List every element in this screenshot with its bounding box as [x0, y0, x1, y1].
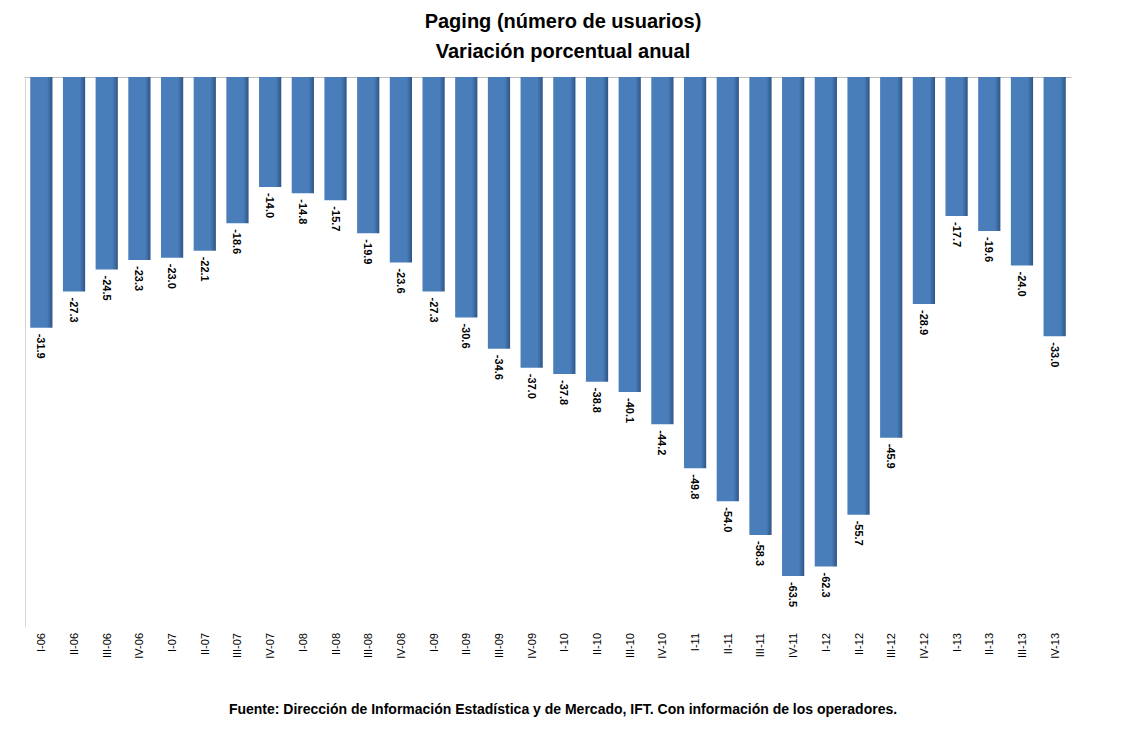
- svg-text:III-09: III-09: [493, 633, 505, 658]
- svg-text:-63.5: -63.5: [787, 582, 799, 607]
- svg-text:II-13: II-13: [983, 633, 995, 655]
- svg-text:Fuente: Dirección de Informaci: Fuente: Dirección de Información Estadís…: [229, 701, 897, 717]
- svg-text:IV-09: IV-09: [526, 633, 538, 659]
- svg-text:-14.0: -14.0: [264, 193, 276, 218]
- svg-text:III-06: III-06: [101, 633, 113, 658]
- svg-text:II-07: II-07: [199, 633, 211, 655]
- svg-text:IV-08: IV-08: [395, 633, 407, 659]
- svg-text:IV-13: IV-13: [1049, 633, 1061, 659]
- svg-text:-27.3: -27.3: [68, 298, 80, 323]
- svg-text:Paging (número de usuarios): Paging (número de usuarios): [425, 10, 702, 32]
- svg-text:-19.6: -19.6: [983, 237, 995, 262]
- svg-text:II-09: II-09: [460, 633, 472, 655]
- svg-text:-23.6: -23.6: [395, 268, 407, 293]
- svg-text:II-12: II-12: [853, 633, 865, 655]
- svg-text:I-06: I-06: [35, 633, 47, 652]
- svg-text:-23.0: -23.0: [166, 264, 178, 289]
- svg-text:III-08: III-08: [362, 633, 374, 658]
- svg-text:-18.6: -18.6: [231, 229, 243, 254]
- svg-text:-58.3: -58.3: [754, 541, 766, 566]
- svg-text:-49.8: -49.8: [689, 474, 701, 499]
- svg-text:IV-06: IV-06: [133, 633, 145, 659]
- svg-text:I-13: I-13: [951, 633, 963, 652]
- svg-text:-45.9: -45.9: [885, 444, 897, 469]
- svg-text:III-13: III-13: [1016, 633, 1028, 658]
- svg-text:-19.9: -19.9: [362, 239, 374, 264]
- svg-text:-62.3: -62.3: [820, 573, 832, 598]
- svg-text:-23.3: -23.3: [133, 266, 145, 291]
- svg-text:II-06: II-06: [68, 633, 80, 655]
- svg-text:I-08: I-08: [297, 633, 309, 652]
- svg-text:I-11: I-11: [689, 633, 701, 651]
- svg-text:-34.6: -34.6: [493, 355, 505, 380]
- svg-text:-33.0: -33.0: [1049, 342, 1061, 367]
- svg-text:III-12: III-12: [885, 633, 897, 658]
- svg-text:-24.0: -24.0: [1016, 272, 1028, 297]
- svg-text:-38.8: -38.8: [591, 388, 603, 413]
- svg-text:I-10: I-10: [558, 633, 570, 652]
- svg-text:IV-12: IV-12: [918, 633, 930, 659]
- svg-text:-37.0: -37.0: [526, 374, 538, 399]
- svg-text:-37.8: -37.8: [558, 380, 570, 405]
- svg-text:Variación porcentual anual: Variación porcentual anual: [436, 40, 691, 62]
- svg-text:-40.1: -40.1: [624, 398, 636, 423]
- svg-text:-30.6: -30.6: [460, 323, 472, 348]
- svg-text:-27.3: -27.3: [428, 298, 440, 323]
- svg-text:-31.9: -31.9: [35, 334, 47, 359]
- svg-text:I-07: I-07: [166, 633, 178, 652]
- svg-text:-22.1: -22.1: [199, 257, 211, 282]
- svg-text:-14.8: -14.8: [297, 199, 309, 224]
- svg-text:IV-07: IV-07: [264, 633, 276, 659]
- svg-text:II-08: II-08: [330, 633, 342, 655]
- svg-text:III-07: III-07: [231, 633, 243, 658]
- svg-text:II-10: II-10: [591, 633, 603, 655]
- svg-text:III-10: III-10: [624, 633, 636, 658]
- svg-text:-17.7: -17.7: [951, 222, 963, 247]
- svg-text:IV-10: IV-10: [656, 633, 668, 659]
- svg-text:II-11: II-11: [722, 633, 734, 654]
- svg-text:III-11: III-11: [754, 633, 766, 657]
- svg-text:I-09: I-09: [428, 633, 440, 652]
- svg-text:IV-11: IV-11: [787, 633, 799, 658]
- svg-text:-44.2: -44.2: [656, 430, 668, 455]
- svg-text:-28.9: -28.9: [918, 310, 930, 335]
- svg-text:-55.7: -55.7: [853, 521, 865, 546]
- svg-text:-15.7: -15.7: [330, 206, 342, 231]
- svg-text:I-12: I-12: [820, 633, 832, 652]
- svg-text:-54.0: -54.0: [722, 507, 734, 532]
- svg-text:-24.5: -24.5: [101, 276, 113, 301]
